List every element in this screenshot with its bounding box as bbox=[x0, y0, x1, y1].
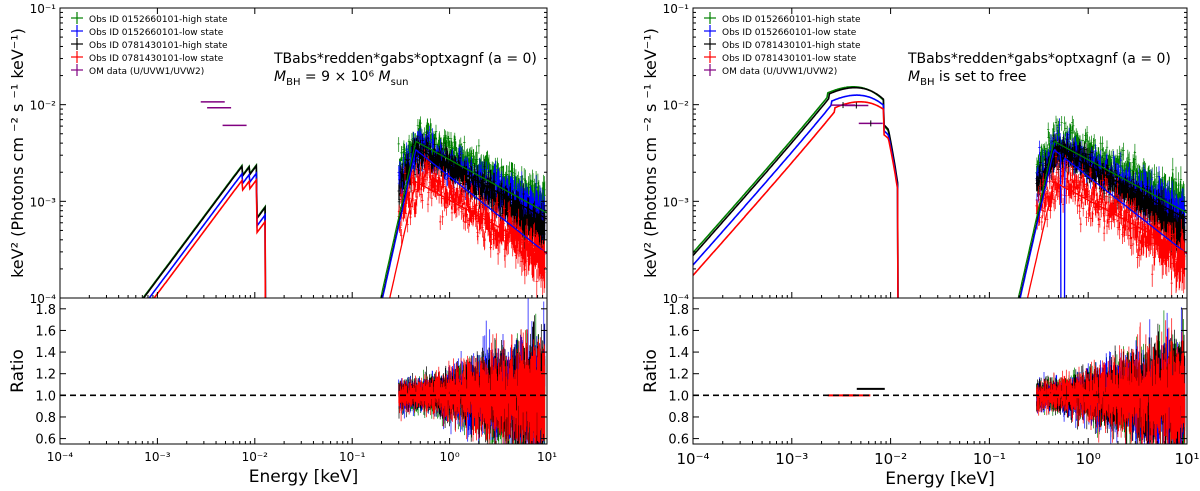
legend-label: Obs ID 0781430101-low state bbox=[722, 54, 857, 64]
x-tick-label: 10¹ bbox=[537, 450, 557, 464]
y-tick-label: 10⁻³ bbox=[663, 195, 690, 209]
annotation-part: BH bbox=[286, 77, 300, 88]
x-tick-label: 10⁻² bbox=[242, 450, 269, 464]
y-ratio-tick-label: 1.2 bbox=[35, 368, 56, 383]
legend-label: Obs ID 0152660101-low state bbox=[722, 28, 857, 38]
legend-label: Obs ID 0781430101-high state bbox=[722, 41, 861, 51]
model-xray-green bbox=[1017, 140, 1187, 298]
annotation-part: M bbox=[379, 69, 391, 85]
model-uv-black bbox=[142, 163, 267, 298]
ratio-plot-area bbox=[827, 307, 1186, 444]
mass-annotation: MBH is set to free bbox=[908, 69, 1027, 88]
legend-label: OM data (U/UVW1/UVW2) bbox=[89, 67, 204, 77]
x-tick-label: 10⁻¹ bbox=[339, 450, 366, 464]
y-ratio-tick-label: 1.0 bbox=[668, 389, 689, 404]
legend-label: Obs ID 0152660101-high state bbox=[722, 15, 861, 25]
legend-label: Obs ID 0781430101-high state bbox=[89, 41, 228, 51]
x-tick-label: 10⁰ bbox=[440, 450, 460, 464]
annotation: TBabs*redden*gabs*optxagnf (a = 0) MBH is… bbox=[907, 51, 1171, 88]
y-axis-bottom: 0.6 0.8 1.0 1.2 1.4 1.6 1.8 Ratio bbox=[641, 303, 1187, 448]
x-axis: 10⁻⁴ 10⁻³ 10⁻² 10⁻¹ 10⁰ 10¹ Energy [keV] bbox=[676, 8, 1200, 489]
annotation-part: M bbox=[274, 69, 286, 85]
model-uv-red bbox=[153, 177, 267, 298]
y-ratio-tick-label: 0.6 bbox=[35, 433, 56, 448]
model-xray-red bbox=[389, 180, 547, 298]
annotation-part: BH bbox=[920, 77, 934, 88]
y-tick-label: 10⁻⁴ bbox=[30, 292, 57, 306]
x-tick-label: 10⁻⁴ bbox=[676, 450, 709, 468]
y-axis-label-top: keV² (Photons cm ⁻² s ⁻¹ keV⁻¹) bbox=[641, 28, 660, 278]
y-ratio-tick-label: 0.8 bbox=[35, 411, 56, 426]
xray-data-red bbox=[1035, 149, 1186, 298]
y-axis-label-bottom: Ratio bbox=[641, 349, 661, 393]
model-annotation: TBabs*redden*gabs*optxagnf (a = 0) bbox=[907, 51, 1171, 67]
y-ratio-tick-label: 1.6 bbox=[668, 324, 689, 339]
ratio-plot-area bbox=[398, 298, 546, 444]
x-tick-label: 10⁻³ bbox=[775, 450, 808, 468]
model-xray-green bbox=[380, 140, 547, 298]
y-ratio-tick-label: 1.2 bbox=[668, 368, 689, 383]
ratio-data-red bbox=[1036, 318, 1186, 444]
legend-label: Obs ID 0152660101-high state bbox=[89, 15, 228, 25]
mass-annotation: MBH = 9 × 10⁶ Msun bbox=[274, 69, 409, 88]
model-xray-blue bbox=[1019, 148, 1187, 298]
legend-label: Obs ID 0781430101-low state bbox=[89, 54, 224, 64]
model-uv-blue bbox=[148, 170, 267, 298]
y-tick-label: 10⁻² bbox=[663, 99, 690, 113]
y-tick-label: 10⁻¹ bbox=[663, 2, 690, 16]
model-xray-red bbox=[1026, 180, 1187, 298]
annotation-part: = 9 × 10⁶ bbox=[300, 69, 378, 85]
model-uv-red bbox=[693, 101, 899, 298]
y-tick-label: 10⁻² bbox=[30, 99, 57, 113]
bottom-frame bbox=[59, 297, 548, 445]
model-uv-black bbox=[693, 86, 899, 298]
annotation-part: sun bbox=[391, 77, 409, 88]
legend: Obs ID 0152660101-high state Obs ID 01526… bbox=[704, 12, 861, 77]
x-tick-label: 10⁰ bbox=[1076, 450, 1101, 468]
x-tick-label: 10⁻⁴ bbox=[47, 450, 74, 464]
annotation-part: M bbox=[908, 69, 920, 85]
y-ratio-tick-label: 1.0 bbox=[35, 389, 56, 404]
ratio-data-red bbox=[398, 329, 546, 444]
model-uv-green bbox=[142, 162, 267, 298]
y-axis-label-bottom: Ratio bbox=[8, 349, 28, 393]
x-axis-label: Energy [keV] bbox=[249, 467, 359, 487]
x-tick-label: 10¹ bbox=[1174, 450, 1199, 468]
x-tick-label: 10⁻³ bbox=[144, 450, 171, 464]
model-xray-blue bbox=[381, 148, 547, 298]
y-ratio-tick-label: 0.6 bbox=[668, 433, 689, 448]
annotation: TBabs*redden*gabs*optxagnf (a = 0)MBH = … bbox=[273, 51, 537, 88]
model-uv-blue bbox=[693, 94, 899, 298]
x-axis-label: Energy [keV] bbox=[885, 469, 995, 489]
spectrum-plot-area bbox=[693, 86, 1187, 298]
y-tick-label: 10⁻³ bbox=[30, 195, 57, 209]
model-annotation: TBabs*redden*gabs*optxagnf (a = 0) bbox=[273, 51, 537, 67]
y-ratio-tick-label: 1.8 bbox=[668, 303, 689, 318]
spectrum-plot-area bbox=[142, 101, 547, 298]
legend: Obs ID 0152660101-high state Obs ID 01526… bbox=[71, 12, 228, 77]
y-axis-bottom: 0.6 0.8 1.0 1.2 1.4 1.6 1.8 Ratio bbox=[8, 303, 547, 448]
bottom-frame bbox=[692, 297, 1188, 445]
x-axis: 10⁻⁴ 10⁻³ 10⁻² 10⁻¹ 10⁰ 10¹ Energy [keV] bbox=[47, 8, 557, 487]
y-axis-label-top: keV² (Photons cm ⁻² s ⁻¹ keV⁻¹) bbox=[8, 28, 27, 278]
x-tick-label: 10⁻² bbox=[874, 450, 907, 468]
y-tick-label: 10⁻⁴ bbox=[663, 292, 690, 306]
y-ratio-tick-label: 1.6 bbox=[35, 324, 56, 339]
x-tick-label: 10⁻¹ bbox=[973, 450, 1006, 468]
legend-label: Obs ID 0152660101-low state bbox=[89, 28, 224, 38]
legend-label: OM data (U/UVW1/UVW2) bbox=[722, 67, 837, 77]
y-ratio-tick-label: 1.4 bbox=[35, 346, 56, 361]
y-ratio-tick-label: 0.8 bbox=[668, 411, 689, 426]
annotation-part: is set to free bbox=[934, 69, 1026, 85]
y-ratio-tick-label: 1.4 bbox=[668, 346, 689, 361]
y-ratio-tick-label: 1.8 bbox=[35, 303, 56, 318]
y-tick-label: 10⁻¹ bbox=[30, 2, 57, 16]
